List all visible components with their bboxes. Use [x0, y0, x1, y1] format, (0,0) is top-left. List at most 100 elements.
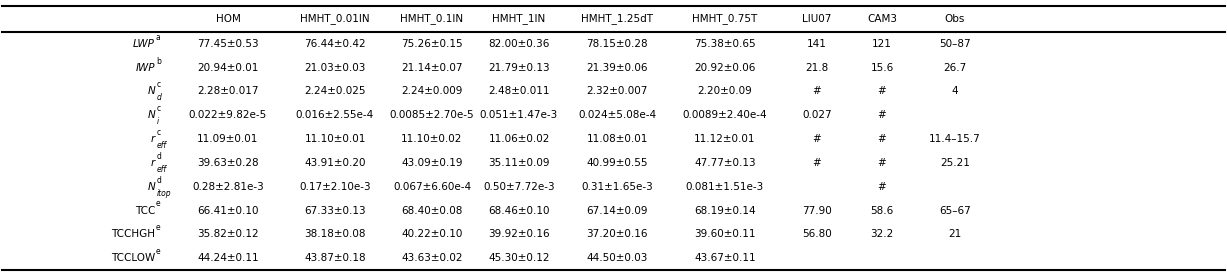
- Text: N: N: [147, 110, 155, 120]
- Text: 0.17±2.10e-3: 0.17±2.10e-3: [299, 182, 371, 192]
- Text: HMHT_0.1IN: HMHT_0.1IN: [400, 14, 464, 25]
- Text: eff: eff: [157, 141, 167, 150]
- Text: 82.00±0.36: 82.00±0.36: [488, 39, 550, 49]
- Text: 4: 4: [952, 86, 958, 97]
- Text: 40.99±0.55: 40.99±0.55: [587, 158, 648, 168]
- Text: 56.80: 56.80: [802, 229, 832, 239]
- Text: 2.20±0.09: 2.20±0.09: [698, 86, 752, 97]
- Text: 20.92±0.06: 20.92±0.06: [694, 63, 756, 73]
- Text: 15.6: 15.6: [870, 63, 893, 73]
- Text: #: #: [877, 134, 886, 144]
- Text: 44.50±0.03: 44.50±0.03: [587, 253, 648, 263]
- Text: HMHT_1.25dT: HMHT_1.25dT: [582, 14, 653, 25]
- Text: 11.06±0.02: 11.06±0.02: [488, 134, 550, 144]
- Text: 76.44±0.42: 76.44±0.42: [304, 39, 366, 49]
- Text: 50–87: 50–87: [939, 39, 971, 49]
- Text: 45.30±0.12: 45.30±0.12: [488, 253, 550, 263]
- Text: d: d: [157, 152, 162, 161]
- Text: 43.87±0.18: 43.87±0.18: [304, 253, 366, 263]
- Text: 66.41±0.10: 66.41±0.10: [198, 206, 259, 216]
- Text: HMHT_0.75T: HMHT_0.75T: [692, 14, 757, 25]
- Text: 21.39±0.06: 21.39±0.06: [587, 63, 648, 73]
- Text: #: #: [812, 134, 821, 144]
- Text: #: #: [812, 158, 821, 168]
- Text: #: #: [877, 158, 886, 168]
- Text: Obs: Obs: [945, 14, 966, 24]
- Text: #: #: [877, 86, 886, 97]
- Text: e: e: [156, 200, 161, 208]
- Text: HOM: HOM: [216, 14, 240, 24]
- Text: TCC: TCC: [135, 206, 155, 216]
- Text: 0.067±6.60e-4: 0.067±6.60e-4: [393, 182, 471, 192]
- Text: r: r: [151, 158, 155, 168]
- Text: 43.63±0.02: 43.63±0.02: [401, 253, 463, 263]
- Text: 0.31±1.65e-3: 0.31±1.65e-3: [582, 182, 653, 192]
- Text: N: N: [147, 86, 155, 97]
- Text: e: e: [156, 247, 161, 256]
- Text: 77.45±0.53: 77.45±0.53: [198, 39, 259, 49]
- Text: 21.14±0.07: 21.14±0.07: [401, 63, 463, 73]
- Text: eff: eff: [157, 165, 167, 174]
- Text: TCCLOW: TCCLOW: [110, 253, 155, 263]
- Text: N: N: [147, 182, 155, 192]
- Text: 0.28±2.81e-3: 0.28±2.81e-3: [193, 182, 264, 192]
- Text: 25.21: 25.21: [940, 158, 969, 168]
- Text: 43.67±0.11: 43.67±0.11: [694, 253, 756, 263]
- Text: TCCHGH: TCCHGH: [110, 229, 155, 239]
- Text: i: i: [157, 117, 160, 126]
- Text: 0.0085±2.70e-5: 0.0085±2.70e-5: [390, 110, 475, 120]
- Text: 37.20±0.16: 37.20±0.16: [587, 229, 648, 239]
- Text: 11.10±0.02: 11.10±0.02: [401, 134, 463, 144]
- Text: 0.022±9.82e-5: 0.022±9.82e-5: [189, 110, 267, 120]
- Text: 44.24±0.11: 44.24±0.11: [198, 253, 259, 263]
- Text: LWP: LWP: [133, 39, 155, 49]
- Text: 78.15±0.28: 78.15±0.28: [587, 39, 648, 49]
- Text: 2.24±0.009: 2.24±0.009: [401, 86, 463, 97]
- Text: 2.48±0.011: 2.48±0.011: [488, 86, 550, 97]
- Text: CAM3: CAM3: [867, 14, 897, 24]
- Text: 0.016±2.55e-4: 0.016±2.55e-4: [296, 110, 374, 120]
- Text: 26.7: 26.7: [944, 63, 967, 73]
- Text: 68.19±0.14: 68.19±0.14: [694, 206, 756, 216]
- Text: 38.18±0.08: 38.18±0.08: [304, 229, 366, 239]
- Text: 121: 121: [872, 39, 892, 49]
- Text: 21.03±0.03: 21.03±0.03: [304, 63, 366, 73]
- Text: 0.024±5.08e-4: 0.024±5.08e-4: [578, 110, 656, 120]
- Text: c: c: [157, 128, 161, 137]
- Text: 0.0089±2.40e-4: 0.0089±2.40e-4: [682, 110, 767, 120]
- Text: HMHT_0.01IN: HMHT_0.01IN: [301, 14, 369, 25]
- Text: #: #: [877, 182, 886, 192]
- Text: a: a: [156, 33, 161, 42]
- Text: 35.11±0.09: 35.11±0.09: [488, 158, 550, 168]
- Text: #: #: [877, 110, 886, 120]
- Text: 67.33±0.13: 67.33±0.13: [304, 206, 366, 216]
- Text: 32.2: 32.2: [870, 229, 893, 239]
- Text: c: c: [157, 104, 161, 113]
- Text: 77.90: 77.90: [802, 206, 832, 216]
- Text: c: c: [157, 81, 161, 89]
- Text: 2.24±0.025: 2.24±0.025: [304, 86, 366, 97]
- Text: 35.82±0.12: 35.82±0.12: [198, 229, 259, 239]
- Text: 58.6: 58.6: [870, 206, 893, 216]
- Text: itop: itop: [157, 189, 172, 198]
- Text: #: #: [812, 86, 821, 97]
- Text: 0.081±1.51e-3: 0.081±1.51e-3: [686, 182, 764, 192]
- Text: 0.50±7.72e-3: 0.50±7.72e-3: [483, 182, 555, 192]
- Text: e: e: [156, 223, 161, 232]
- Text: 65–67: 65–67: [939, 206, 971, 216]
- Text: 43.09±0.19: 43.09±0.19: [401, 158, 463, 168]
- Text: 68.46±0.10: 68.46±0.10: [488, 206, 550, 216]
- Text: b: b: [156, 57, 161, 66]
- Text: 21: 21: [948, 229, 962, 239]
- Text: 21.8: 21.8: [805, 63, 828, 73]
- Text: 67.14±0.09: 67.14±0.09: [587, 206, 648, 216]
- Text: 141: 141: [807, 39, 827, 49]
- Text: 39.92±0.16: 39.92±0.16: [488, 229, 550, 239]
- Text: 2.28±0.017: 2.28±0.017: [198, 86, 259, 97]
- Text: 0.051±1.47e-3: 0.051±1.47e-3: [480, 110, 558, 120]
- Text: 39.63±0.28: 39.63±0.28: [198, 158, 259, 168]
- Text: 20.94±0.01: 20.94±0.01: [198, 63, 259, 73]
- Text: 75.26±0.15: 75.26±0.15: [401, 39, 463, 49]
- Text: 47.77±0.13: 47.77±0.13: [694, 158, 756, 168]
- Text: 11.4–15.7: 11.4–15.7: [929, 134, 980, 144]
